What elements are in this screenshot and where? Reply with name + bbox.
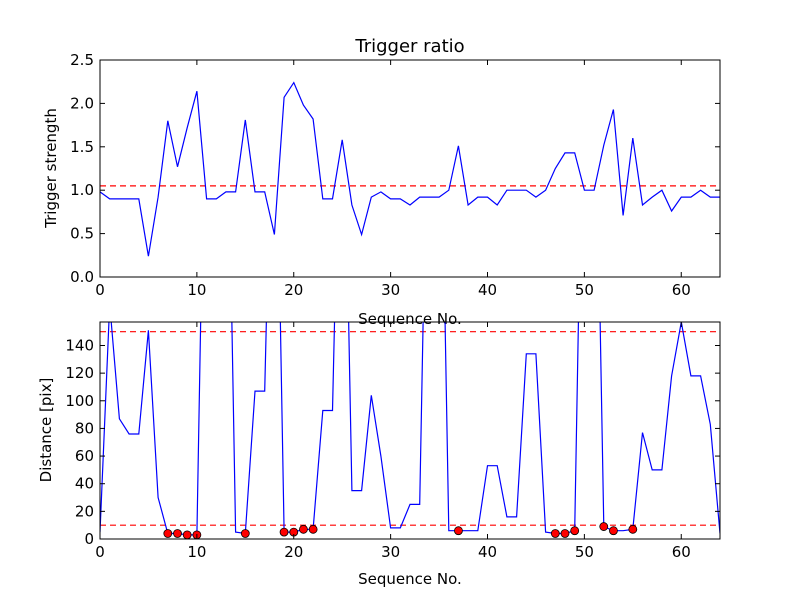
- y-tick-label: 60: [75, 447, 94, 465]
- data-point-marker: [628, 524, 638, 534]
- data-point-marker: [599, 522, 609, 531]
- x-tick-label: 0: [95, 543, 105, 561]
- top-axes-frame: [99, 59, 721, 278]
- data-point-marker: [609, 526, 618, 536]
- y-tick-label: 0: [84, 530, 94, 548]
- y-tick-label: 1.0: [70, 181, 94, 199]
- data-point-marker: [173, 529, 182, 538]
- top-x-axis-label: Sequence No.: [358, 310, 462, 328]
- data-point-marker: [182, 530, 192, 540]
- y-tick-label: 0.0: [70, 268, 94, 286]
- y-tick-label: 80: [75, 419, 94, 437]
- top-chart-title: Trigger ratio: [354, 36, 464, 57]
- data-point-marker: [550, 529, 560, 538]
- y-tick-label: 20: [75, 502, 94, 520]
- data-point-marker: [279, 527, 289, 537]
- data-point-marker: [454, 526, 463, 536]
- x-tick-label: 10: [187, 543, 206, 561]
- top-y-ticks: 0.0 0.5 1.0 1.5 2.0 2.5: [70, 51, 720, 286]
- top-subplot: Trigger ratio 0 10 20 30 40 50 60 0.0 0.5 1.0 1.5…: [42, 36, 721, 328]
- x-tick-label: 20: [284, 281, 303, 299]
- data-point-marker: [163, 529, 173, 538]
- x-tick-label: 30: [381, 543, 400, 561]
- y-tick-label: 140: [65, 336, 94, 354]
- bottom-y-axis-label: Distance [pix]: [37, 378, 55, 483]
- x-tick-label: 60: [672, 543, 691, 561]
- bottom-y-ticks: 0 20 40 60 80 100 120 140: [65, 336, 720, 548]
- top-x-ticks: 0 10 20 30 40 50 60: [95, 60, 691, 299]
- data-point-marker: [299, 524, 308, 534]
- x-tick-label: 40: [478, 543, 497, 561]
- x-tick-label: 50: [575, 543, 594, 561]
- data-point-marker: [308, 524, 318, 534]
- y-tick-label: 2.5: [70, 51, 94, 69]
- x-tick-label: 0: [95, 281, 105, 299]
- x-tick-label: 10: [187, 281, 206, 299]
- x-tick-label: 30: [381, 281, 400, 299]
- data-point-marker: [560, 529, 570, 538]
- bottom-subplot: 0 10 20 30 40 50 60 0 20 40 60 80 100 120 140 Sequenc…: [37, 321, 721, 588]
- y-tick-label: 100: [65, 392, 94, 410]
- series-line: [100, 81, 720, 257]
- bottom-axes-frame: [99, 321, 721, 540]
- y-tick-label: 0.5: [70, 225, 94, 243]
- bottom-markers: [163, 522, 638, 540]
- y-tick-label: 120: [65, 364, 94, 382]
- x-tick-label: 40: [478, 281, 497, 299]
- top-y-axis-label: Trigger strength: [42, 108, 60, 229]
- x-tick-label: 20: [284, 543, 303, 561]
- y-tick-label: 2.0: [70, 94, 94, 112]
- y-tick-label: 40: [75, 475, 94, 493]
- x-tick-label: 50: [575, 281, 594, 299]
- bottom-x-axis-label: Sequence No.: [358, 570, 462, 588]
- bottom-x-ticks: 0 10 20 30 40 50 60: [95, 322, 691, 561]
- bottom-threshold-lines: [100, 331, 720, 526]
- top-plot-area: [100, 81, 720, 257]
- data-point-marker: [570, 526, 580, 536]
- x-tick-label: 60: [672, 281, 691, 299]
- data-point-marker: [240, 529, 250, 538]
- y-tick-label: 1.5: [70, 138, 94, 156]
